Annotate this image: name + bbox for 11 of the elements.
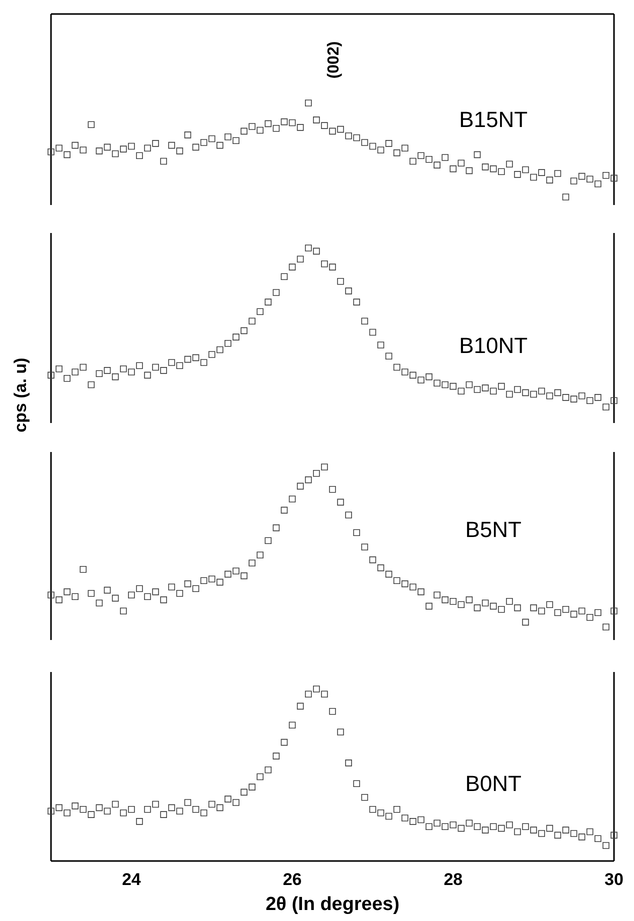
x-axis-title: 2θ (In degrees): [266, 894, 400, 915]
x-tick-label: 26: [282, 870, 302, 890]
x-tick-label: 24: [122, 870, 142, 890]
x-tick-label: 28: [444, 870, 463, 890]
series-label: B10NT: [459, 332, 528, 358]
text: B5NT: [465, 516, 522, 542]
text: (002): [326, 41, 342, 79]
y-axis-title: cps (a. u): [11, 358, 30, 432]
series-label: B15NT: [459, 106, 528, 132]
series-label: B0NT: [465, 771, 522, 796]
x-tick-label: 30: [604, 870, 624, 890]
